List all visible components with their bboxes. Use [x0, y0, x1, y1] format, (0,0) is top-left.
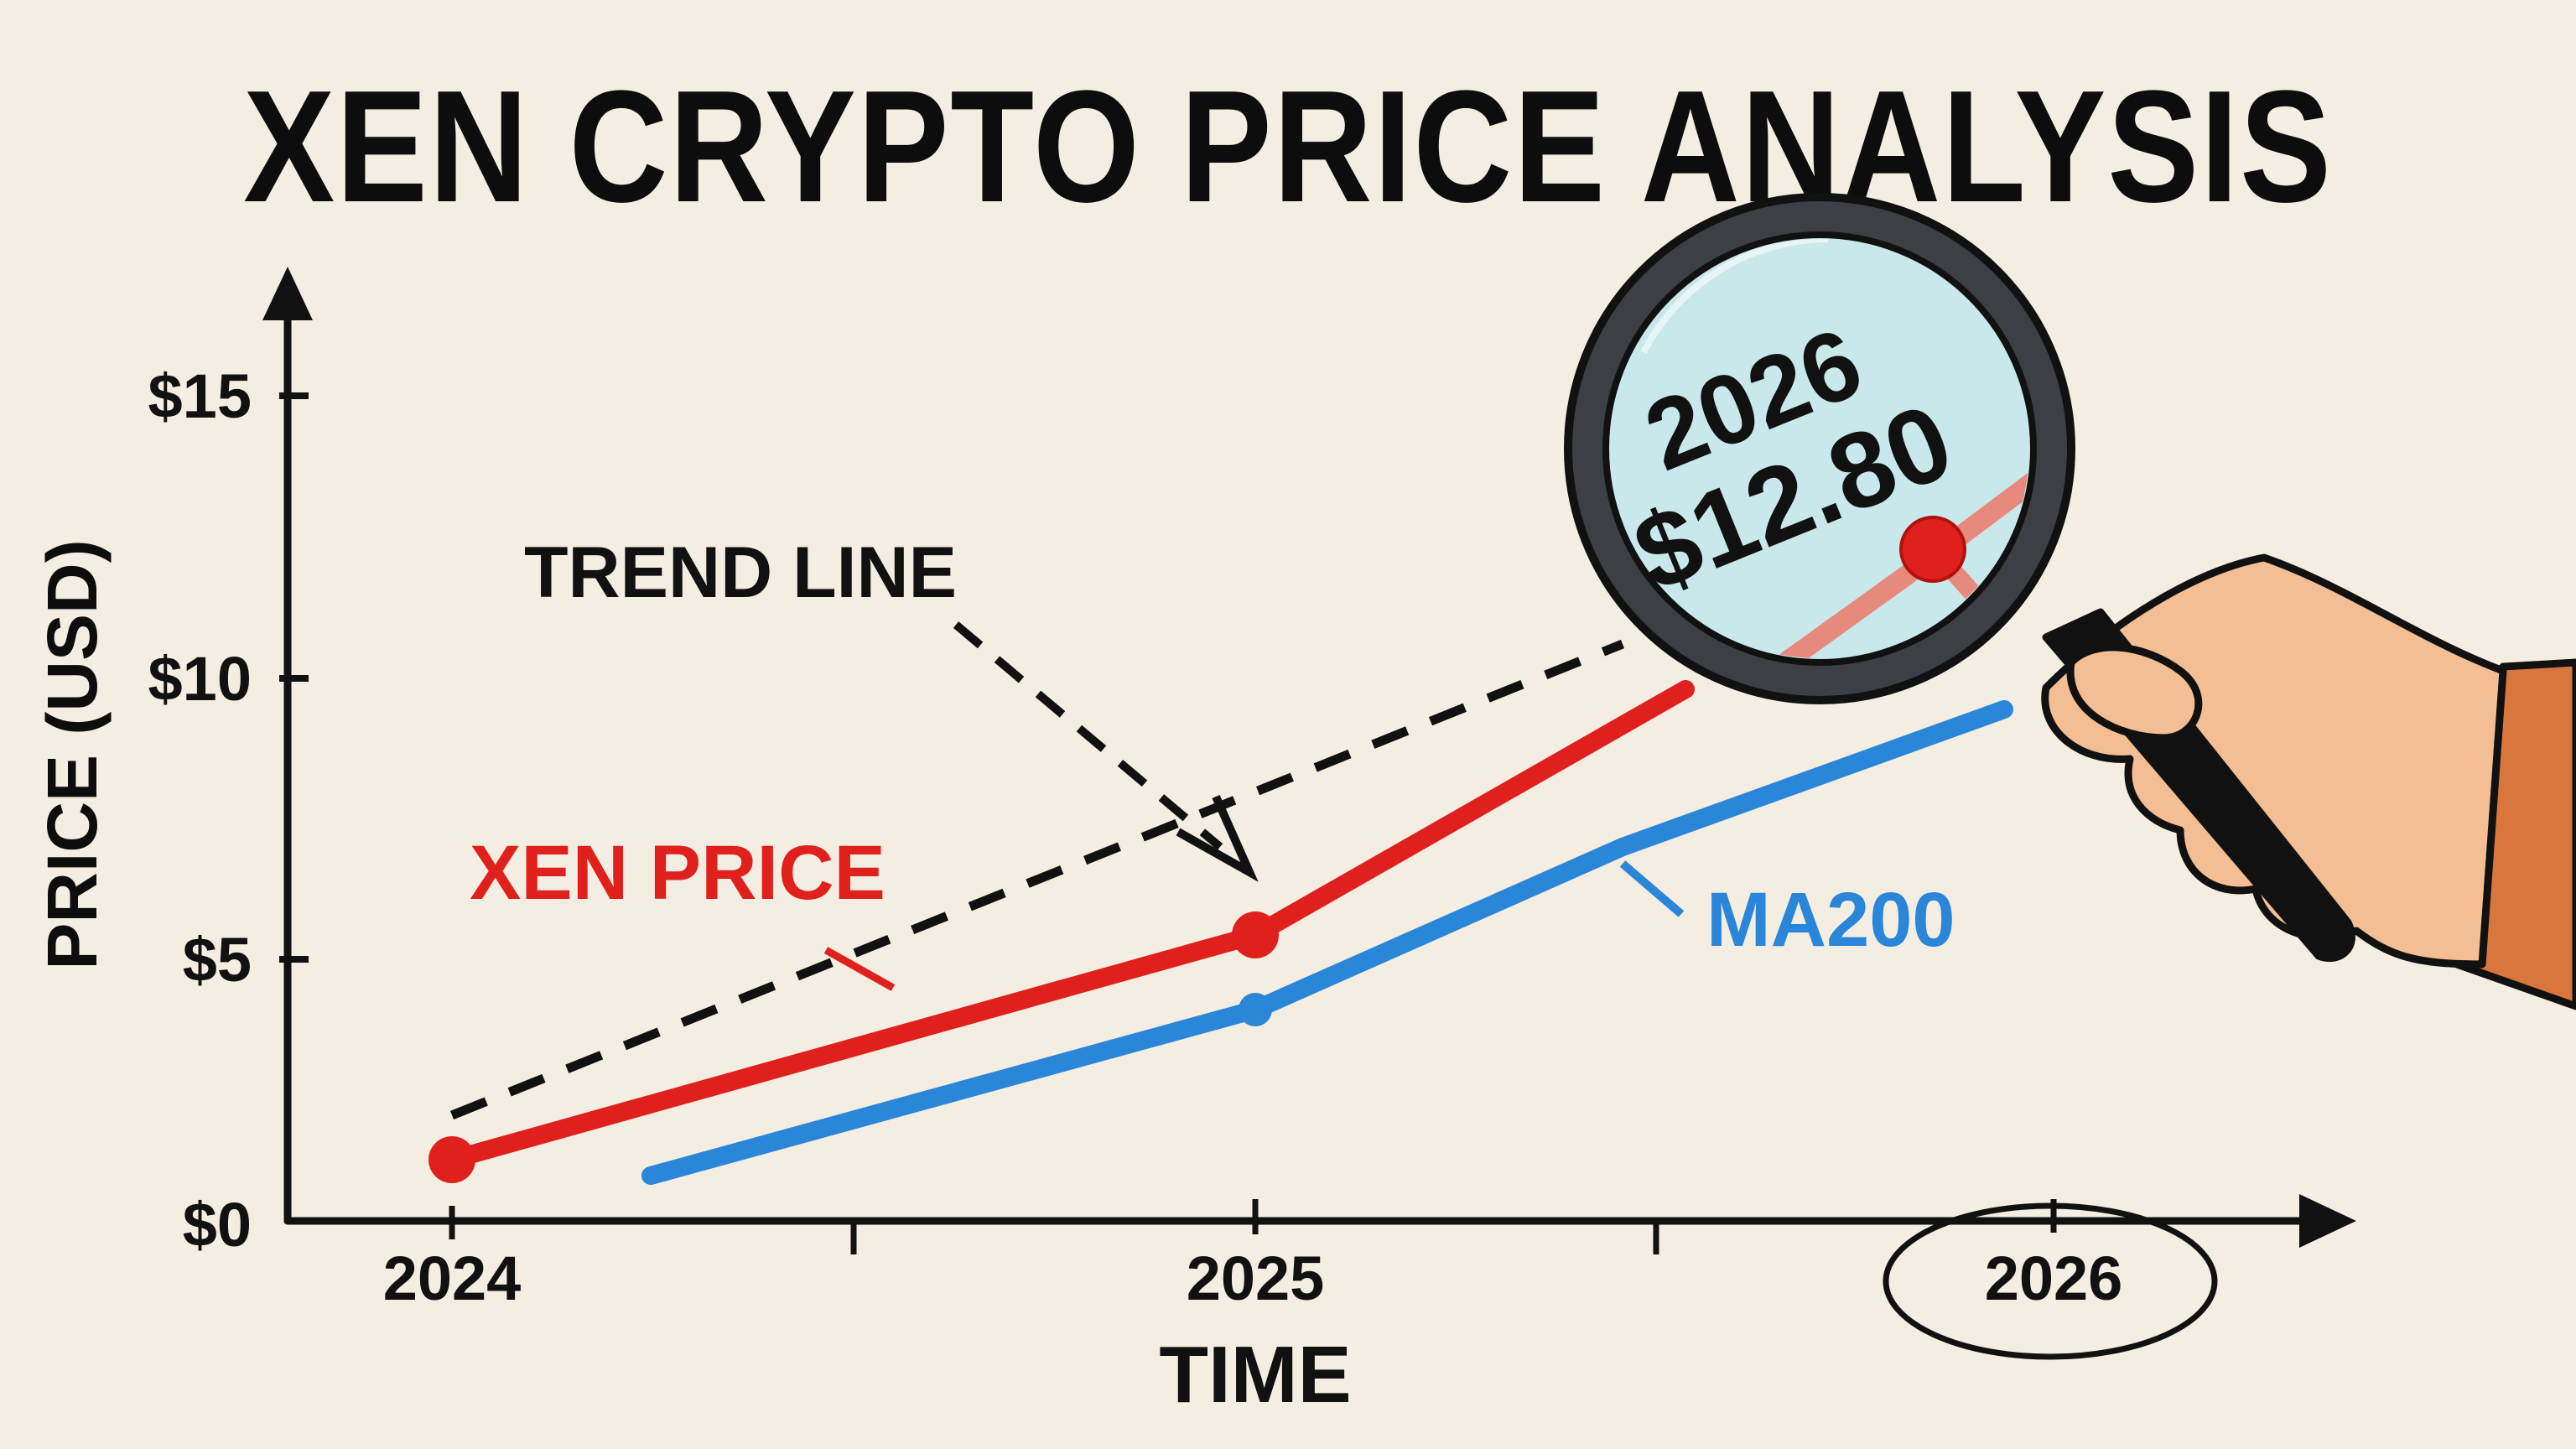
circled-2026-highlight [1883, 1202, 2218, 1360]
magnifying-glass-icon: 2026 $12.80 [1564, 193, 2075, 704]
x-axis-arrow-icon [2299, 1194, 2356, 1248]
axes [283, 314, 2319, 1225]
x-tick-2024: 2024 [383, 1244, 522, 1313]
xen-point-2024 [428, 1136, 475, 1183]
y-tick-5: $5 [183, 925, 252, 995]
xen-label-pointer [823, 947, 896, 991]
xen-point-2026 [1899, 516, 1966, 583]
x-tick-2025: 2025 [1187, 1244, 1325, 1313]
hand-illustration [2041, 553, 2576, 1010]
chart-title: XEN CRYPTO PRICE ANALYSIS [243, 58, 2333, 236]
xen-point-2025 [1232, 911, 1279, 958]
ma200-label-pointer [1619, 860, 1685, 917]
thumb [2066, 643, 2203, 742]
xen-price-line [443, 680, 1695, 1169]
trend-arrowhead-icon [1176, 794, 1259, 882]
ma200-label: MA200 [1706, 877, 1955, 963]
y-tick-10: $10 [148, 644, 252, 714]
y-ticks [279, 392, 309, 963]
trend-label-pointer [953, 621, 1223, 850]
x-axis-label: TIME [1159, 1330, 1351, 1420]
ma200-line [641, 700, 2013, 1185]
x-tick-2026: 2026 [1985, 1244, 2123, 1313]
y-tick-15: $15 [148, 361, 252, 431]
xen-price-label: XEN PRICE [470, 830, 886, 916]
ma200-point-2025 [1239, 993, 1272, 1026]
trend-line-label: TREND LINE [524, 532, 957, 613]
y-tick-0: $0 [183, 1190, 252, 1259]
trend-line [449, 639, 1625, 1120]
y-axis-label: PRICE (USD) [33, 539, 112, 969]
y-axis-arrow-icon [262, 267, 313, 320]
